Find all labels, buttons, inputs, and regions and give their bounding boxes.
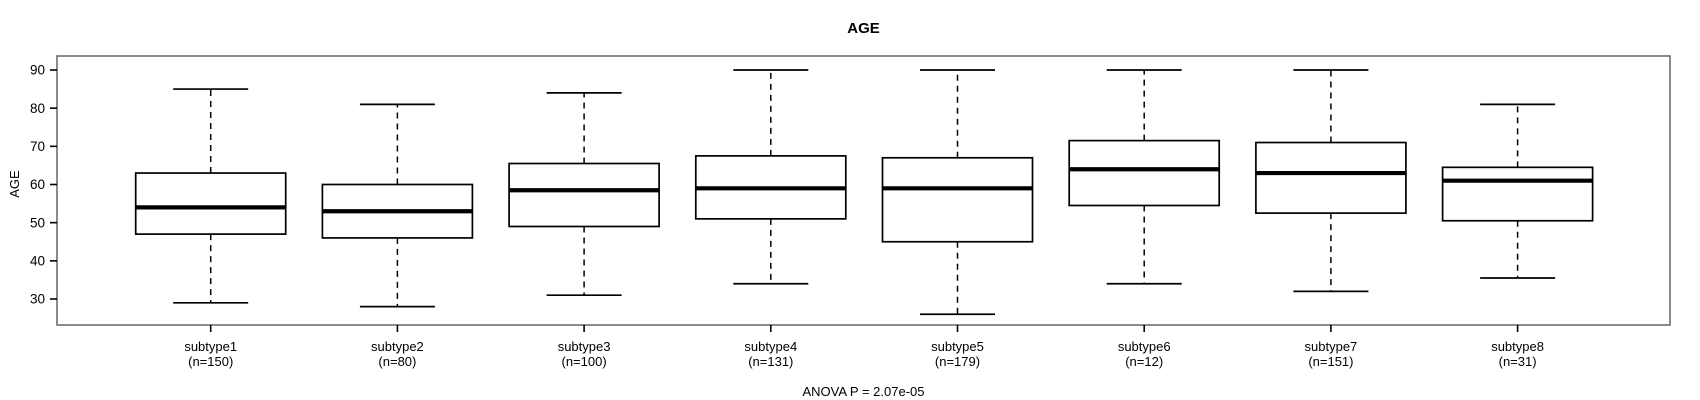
y-axis-label: AGE <box>7 170 22 198</box>
category-n-label: (n=12) <box>1125 354 1163 369</box>
category-label: subtype7 <box>1305 339 1358 354</box>
category-label: subtype4 <box>744 339 797 354</box>
category-n-label: (n=150) <box>188 354 233 369</box>
boxplot-subtype6: subtype6(n=12) <box>1068 69 1221 369</box>
iqr-box <box>134 172 287 235</box>
boxplot-subtype3: subtype3(n=100) <box>508 92 660 369</box>
iqr-box <box>1068 139 1221 207</box>
boxplot-subtype8: subtype8(n=31) <box>1441 103 1594 369</box>
plot-frame <box>56 55 1671 326</box>
category-label: subtype5 <box>931 339 984 354</box>
y-tick-label: 30 <box>30 292 45 307</box>
boxplot-subtype5: subtype5(n=179) <box>881 69 1034 369</box>
y-tick-label: 40 <box>30 254 45 269</box>
y-tick-label: 60 <box>30 177 45 192</box>
chart-title: AGE <box>847 20 880 37</box>
boxplot-subtype2: subtype2(n=80) <box>321 103 474 369</box>
boxplot-subtype4: subtype4(n=131) <box>694 69 847 369</box>
iqr-box <box>508 162 660 228</box>
category-n-label: (n=31) <box>1499 354 1537 369</box>
category-label: subtype1 <box>184 339 237 354</box>
y-tick-label: 80 <box>30 101 45 116</box>
iqr-box <box>881 156 1034 243</box>
category-label: subtype8 <box>1491 339 1544 354</box>
category-n-label: (n=100) <box>562 354 607 369</box>
y-tick-label: 90 <box>30 63 45 78</box>
category-n-label: (n=179) <box>935 354 980 369</box>
iqr-box <box>1441 166 1594 222</box>
category-label: subtype2 <box>371 339 424 354</box>
boxplot-subtype1: subtype1(n=150) <box>134 88 287 369</box>
category-label: subtype3 <box>558 339 611 354</box>
anova-footer: ANOVA P = 2.07e-05 <box>802 384 924 399</box>
y-tick-label: 70 <box>30 139 45 154</box>
y-tick-label: 50 <box>30 215 45 230</box>
category-n-label: (n=80) <box>378 354 416 369</box>
category-n-label: (n=151) <box>1308 354 1353 369</box>
iqr-box <box>1255 141 1407 214</box>
category-label: subtype6 <box>1118 339 1171 354</box>
category-n-label: (n=131) <box>748 354 793 369</box>
boxplot-subtype7: subtype7(n=151) <box>1255 69 1407 369</box>
